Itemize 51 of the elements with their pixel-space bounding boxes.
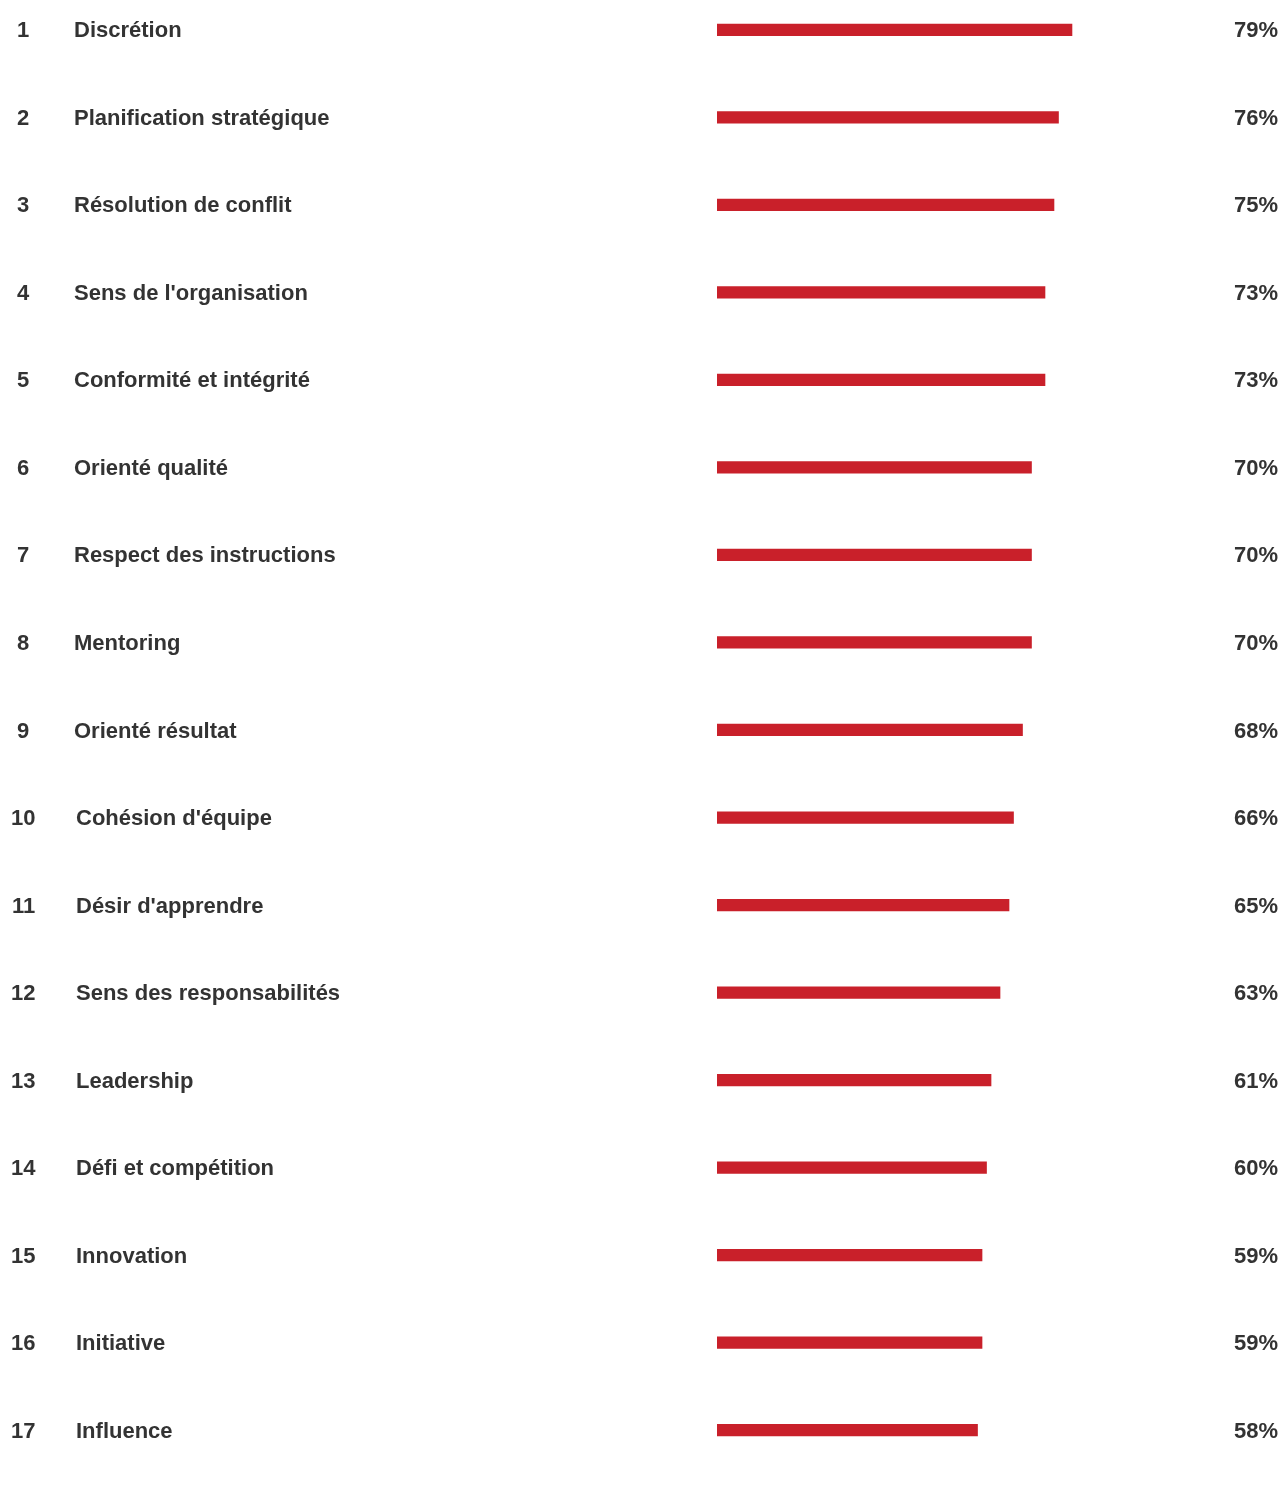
data-label: 70% — [1234, 455, 1279, 480]
category-label: 4 Sens de l'organisation — [17, 280, 308, 305]
data-label: 79% — [1234, 17, 1279, 42]
bar — [717, 986, 1001, 999]
category-label: 13 Leadership — [11, 1068, 194, 1093]
bar — [717, 898, 1010, 912]
category-label: 16 Initiative — [11, 1330, 166, 1355]
category-label: 14 Défi et compétition — [11, 1155, 275, 1180]
bar — [717, 1161, 987, 1174]
data-label: 75% — [1234, 192, 1279, 217]
bar — [717, 373, 1046, 386]
category-label: 3 Résolution de conflit — [17, 192, 292, 217]
data-label: 76% — [1234, 105, 1279, 130]
category-label: 12 Sens des responsabilités — [11, 980, 341, 1005]
bar — [717, 548, 1032, 562]
bar — [717, 286, 1046, 299]
bar — [717, 636, 1032, 649]
bar — [717, 1249, 983, 1262]
data-label: 73% — [1234, 367, 1279, 392]
bar — [717, 1073, 992, 1087]
bar — [717, 198, 1055, 211]
data-label: 59% — [1234, 1330, 1279, 1355]
bar — [717, 811, 1014, 824]
category-label: 2 Planification stratégique — [17, 105, 330, 130]
category-label: 6 Orienté qualité — [17, 455, 229, 480]
category-label: 5 Conformité et intégrité — [17, 367, 310, 392]
category-label: 15 Innovation — [11, 1243, 188, 1268]
bar — [717, 23, 1073, 36]
data-label: 59% — [1234, 1243, 1279, 1268]
category-label: 11 Désir d'apprendre — [12, 893, 264, 918]
bar — [717, 723, 1023, 737]
bar — [717, 1424, 978, 1437]
data-label: 65% — [1234, 893, 1279, 918]
category-label: 9 Orienté résultat — [17, 718, 237, 743]
category-label: 17 Influence — [11, 1418, 173, 1443]
category-label: 10 Cohésion d'équipe — [11, 805, 272, 830]
bar — [717, 111, 1059, 124]
data-label: 66% — [1234, 805, 1279, 830]
bar — [717, 461, 1032, 474]
data-label: 61% — [1234, 1068, 1279, 1093]
data-label: 63% — [1234, 980, 1279, 1005]
data-label: 73% — [1234, 280, 1279, 305]
data-label: 68% — [1234, 718, 1279, 743]
category-label: 7 Respect des instructions — [17, 542, 336, 567]
category-label: 8 Mentoring — [17, 630, 181, 655]
category-label: 1 Discrétion — [17, 17, 182, 42]
data-label: 58% — [1234, 1418, 1279, 1443]
data-label: 60% — [1234, 1155, 1279, 1180]
data-label: 70% — [1234, 542, 1279, 567]
data-label: 70% — [1234, 630, 1279, 655]
bar — [717, 1336, 983, 1349]
